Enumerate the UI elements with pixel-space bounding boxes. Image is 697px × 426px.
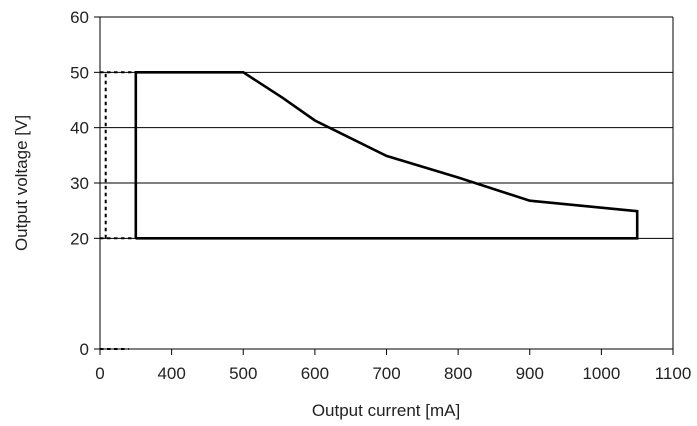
- x-tick-label: 700: [372, 364, 400, 383]
- x-tick-label: 1100: [655, 364, 692, 383]
- y-tick-label: 0: [80, 340, 89, 359]
- series-layer: [100, 71, 639, 350]
- y-tick-labels: 0 20 30 40 50 60: [70, 8, 89, 359]
- y-tick-label: 20: [70, 229, 89, 248]
- x-tick-label: 0: [95, 364, 104, 383]
- x-tick-label: 1000: [582, 364, 620, 383]
- x-tick-label: 400: [157, 364, 185, 383]
- operating-window-line: [134, 71, 639, 240]
- x-tick-labels: 0 400 500 600 700 800 900 1000 1100: [95, 364, 691, 383]
- x-tick-label: 600: [301, 364, 329, 383]
- y-tick-label: 50: [70, 63, 89, 82]
- x-axis-label: Output current [mA]: [312, 401, 460, 420]
- x-tick-label: 900: [516, 364, 544, 383]
- y-tick-label: 40: [70, 119, 89, 138]
- y-axis-label: Output voltage [V]: [12, 115, 31, 251]
- axes: [94, 16, 674, 355]
- x-tick-label: 500: [229, 364, 257, 383]
- y-tick-label: 60: [70, 8, 89, 27]
- x-tick-label: 800: [444, 364, 472, 383]
- y-tick-label: 30: [70, 174, 89, 193]
